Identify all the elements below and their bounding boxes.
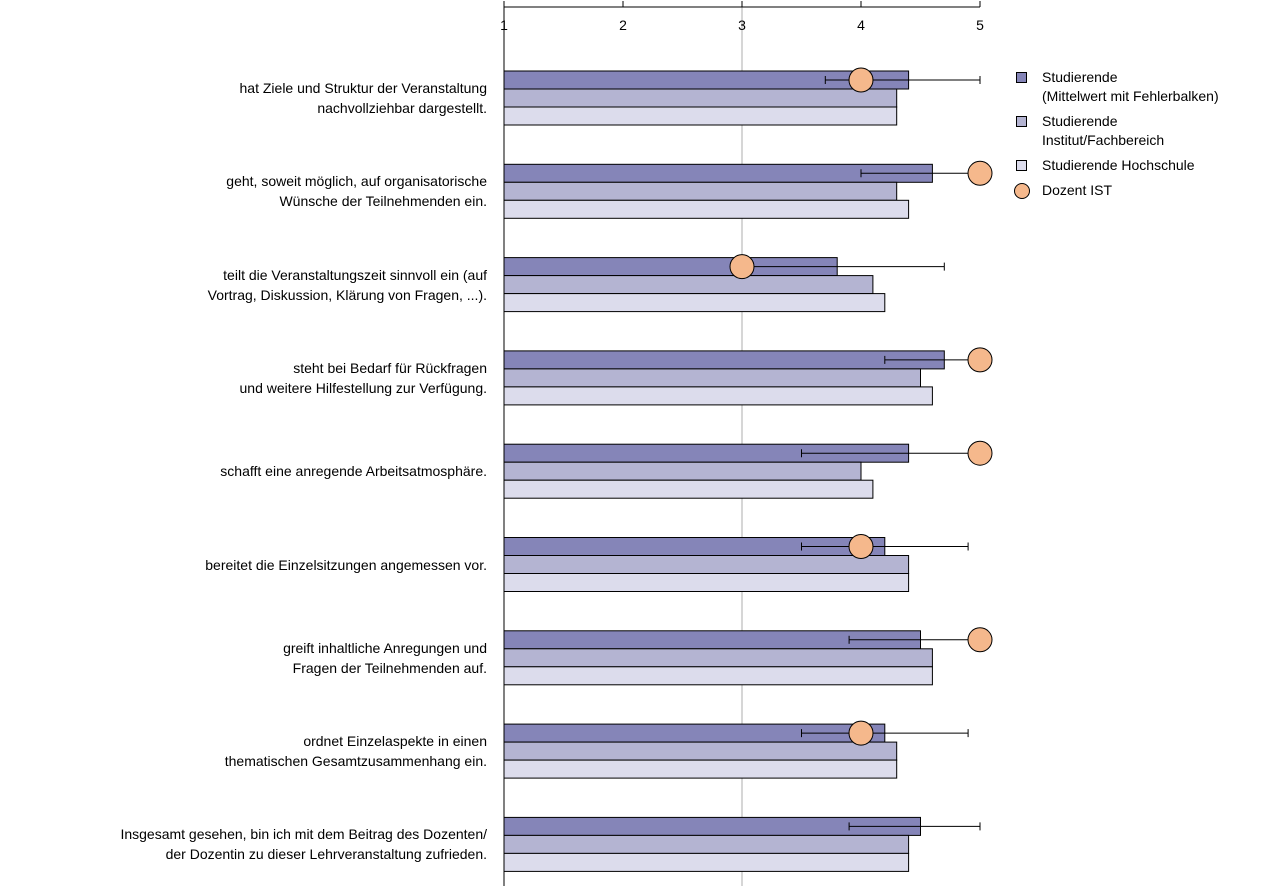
legend-swatch-hochschule: [1016, 160, 1027, 171]
legend: Studierende (Mittelwert mit Fehlerbalken…: [1014, 68, 1219, 206]
legend-swatch-studierende: [1016, 72, 1027, 83]
bar: [503, 106, 898, 126]
bar: [503, 834, 910, 854]
bar: [503, 555, 910, 574]
category-label-line: thematischen Gesamtzusammenhang ein.: [224, 753, 487, 770]
category-label-line: der Dozentin zu dieser Lehrveranstaltung…: [165, 846, 487, 863]
category-label-line: ordnet Einzelaspekte in einen: [303, 733, 487, 750]
category-label: geht, soweit möglich, auf organisatorisc…: [0, 171, 487, 211]
marker-dozent: [848, 534, 874, 559]
legend-label: Institut/Fachbereich: [1042, 132, 1165, 148]
legend-label: Studierende Hochschule: [1042, 157, 1195, 173]
marker-dozent: [967, 347, 993, 373]
bar: [503, 199, 910, 219]
legend-label: Dozent IST: [1042, 182, 1113, 198]
x-tick-label: 2: [619, 17, 627, 33]
bar: [503, 293, 886, 313]
legend-item-studierende: Studierende (Mittelwert mit Fehlerbalken…: [1015, 68, 1219, 106]
category-label-line: teilt die Veranstaltungszeit sinnvoll ei…: [223, 266, 487, 283]
bar: [503, 479, 874, 499]
category-label-line: Vortrag, Diskussion, Klärung von Fragen,…: [207, 286, 487, 303]
category-label-line: Wünsche der Teilnehmenden ein.: [279, 193, 487, 210]
bar: [503, 852, 910, 872]
category-label-line: Insgesamt gesehen, bin ich mit dem Beitr…: [120, 826, 487, 843]
category-label-line: bereitet die Einzelsitzungen angemessen …: [205, 556, 487, 573]
legend-swatch-institut: [1016, 116, 1027, 127]
category-label: steht bei Bedarf für Rückfragen und weite…: [0, 358, 487, 398]
category-label: greift inhaltliche Anregungen und Fragen …: [0, 638, 487, 678]
legend-label: Studierende: [1042, 69, 1118, 85]
bar: [503, 648, 933, 668]
x-tick-label: 4: [857, 17, 865, 33]
bar: [503, 350, 945, 370]
bar: [503, 386, 933, 406]
bar: [503, 741, 898, 761]
x-tick-label: 1: [500, 17, 508, 33]
bar: [503, 368, 921, 388]
marker-dozent: [967, 627, 993, 653]
x-tick-label: 3: [738, 17, 746, 33]
category-label: Insgesamt gesehen, bin ich mit dem Beitr…: [0, 824, 487, 864]
category-label-line: hat Ziele und Struktur der Veranstaltung: [239, 80, 487, 96]
bar: [503, 181, 898, 201]
legend-label: (Mittelwert mit Fehlerbalken): [1042, 88, 1219, 104]
category-label-line: und weitere Hilfestellung zur Verfügung.: [239, 379, 487, 396]
legend-item-hochschule: Studierende Hochschule: [1015, 156, 1219, 175]
bar: [503, 275, 874, 295]
legend-label: Studierende: [1042, 113, 1118, 129]
bar: [503, 461, 862, 481]
category-label: bereitet die Einzelsitzungen angemessen …: [0, 555, 487, 575]
category-label-line: nachvollziehbar dargestellt.: [317, 100, 487, 116]
category-label: ordnet Einzelaspekte in einen thematische…: [0, 731, 487, 771]
category-label: teilt die Veranstaltungszeit sinnvoll ei…: [0, 265, 487, 305]
marker-dozent: [967, 160, 993, 186]
category-label-line: Fragen der Teilnehmenden auf.: [292, 659, 487, 676]
marker-dozent: [967, 440, 993, 466]
bar: [503, 759, 898, 779]
bar: [503, 573, 910, 592]
legend-item-dozent: Dozent IST: [1014, 181, 1219, 200]
marker-dozent: [848, 67, 874, 93]
category-label: hat Ziele und Struktur der Veranstaltung…: [0, 78, 487, 118]
category-label-line: steht bei Bedarf für Rückfragen: [293, 359, 487, 376]
bar: [503, 88, 898, 108]
category-label: schafft eine anregende Arbeitsatmosphäre…: [0, 461, 487, 481]
category-label-line: geht, soweit möglich, auf organisatorisc…: [226, 173, 487, 190]
marker-dozent: [848, 720, 874, 746]
legend-item-institut: Studierende Institut/Fachbereich: [1015, 112, 1219, 150]
marker-dozent: [729, 254, 755, 280]
x-tick-label: 5: [976, 17, 984, 33]
category-label-line: greift inhaltliche Anregungen und: [283, 639, 487, 656]
bar: [503, 666, 933, 686]
category-label-line: schafft eine anregende Arbeitsatmosphäre…: [220, 463, 487, 480]
legend-swatch-dozent: [1014, 183, 1030, 199]
